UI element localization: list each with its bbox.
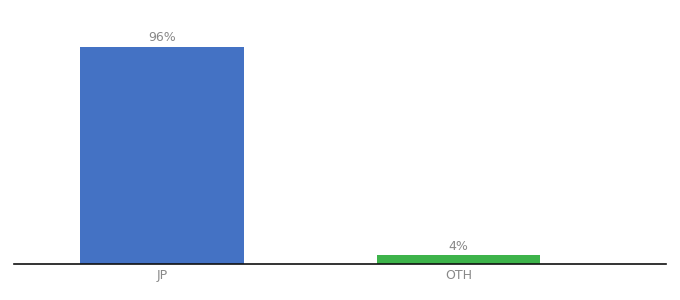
Text: 4%: 4%	[449, 240, 469, 253]
Bar	[377, 255, 541, 264]
Bar	[80, 46, 243, 264]
Text: 96%: 96%	[148, 32, 176, 44]
